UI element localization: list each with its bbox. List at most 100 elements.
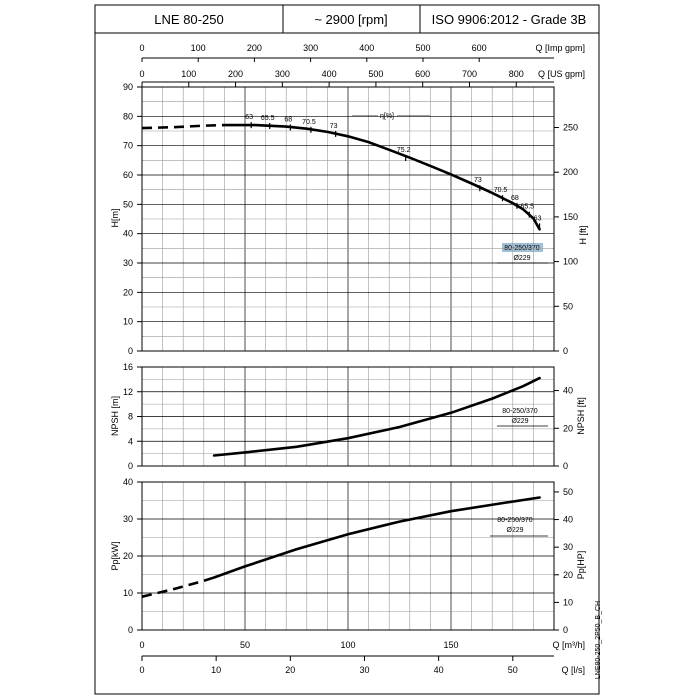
x-tick-label-m3h: 0 [139,640,144,650]
npsh-y-tick-label: 12 [123,387,133,397]
efficiency-label: 73 [474,177,482,184]
x-tick-label-ls: 10 [211,665,221,675]
y-axis-label-npsh-m: NPSH [m] [110,396,120,436]
x-tick-label-us-gpm: 500 [368,69,383,79]
x-tick-label-us-gpm: 100 [181,69,196,79]
header-standard: ISO 9906:2012 - Grade 3B [432,12,587,27]
npsh-y2-tick-label: 20 [563,423,573,433]
x-tick-label-us-gpm: 600 [415,69,430,79]
x-tick-label-ls: 50 [508,665,518,675]
header-speed: ~ 2900 [rpm] [314,12,387,27]
page-frame [94,4,600,695]
head-y2-tick-label: 100 [563,257,578,267]
x-tick-label-ls: 20 [285,665,295,675]
npsh-y-tick-label: 8 [128,412,133,422]
power-y-tick-label: 30 [123,514,133,524]
efficiency-label: 70.5 [494,187,508,194]
head-curve-dashed [141,123,225,130]
efficiency-label: 70.5 [302,119,316,126]
x-tick-label-imp-gpm: 200 [247,43,262,53]
head-y-tick-label: 60 [123,170,133,180]
power-y2-tick-label: 10 [563,597,573,607]
y-axis-label-power-kw: Pp[kW] [110,541,120,570]
x-tick-label-imp-gpm: 600 [472,43,487,53]
footer-code: LNE80-250_2P50_B_CH [595,601,602,679]
x-tick-label-us-gpm: 800 [509,69,524,79]
power-curve [212,496,541,579]
npsh-y2-tick-label: 40 [563,386,573,396]
npsh-y-tick-label: 16 [123,362,133,372]
power-y2-tick-label: 40 [563,515,573,525]
efficiency-label: 65.5 [520,204,534,211]
x-axis-label-m3h: Q [m³/h] [552,640,585,650]
efficiency-label: 65.5 [261,115,275,122]
power-curve-dashed [141,576,215,598]
y-axis-label-head-ft: H [ft] [578,225,588,244]
head-y-tick-label: 50 [123,199,133,209]
head-curve [223,123,541,231]
power-y-tick-label: 40 [123,477,133,487]
x-axis-label-us-gpm: Q [US gpm] [538,69,585,79]
efficiency-label: 68 [511,195,519,202]
head-series-subtitle: Ø229 [513,255,530,262]
x-tick-label-imp-gpm: 400 [359,43,374,53]
head-plot-frame [141,86,555,352]
efficiency-label: 73 [330,123,338,130]
x-tick-label-ls: 30 [359,665,369,675]
series-label-highlight [502,243,543,252]
power-y2-tick-label: 0 [563,625,568,635]
head-y2-tick-label: 250 [563,122,578,132]
x-tick-label-m3h: 50 [240,640,250,650]
head-y-tick-label: 80 [123,111,133,121]
y-axis-label-npsh-ft: NPSH [ft] [576,397,586,435]
npsh-series-name: 80-250/370 [502,408,538,415]
x-tick-label-imp-gpm: 100 [191,43,206,53]
power-y-tick-label: 10 [123,588,133,598]
head-y-tick-label: 90 [123,82,133,92]
efficiency-label: 63 [245,114,253,121]
npsh-y-tick-label: 4 [128,436,133,446]
header-model: LNE 80-250 [154,12,223,27]
head-y-tick-label: 70 [123,141,133,151]
x-tick-label-us-gpm: 400 [322,69,337,79]
head-y-tick-label: 20 [123,287,133,297]
power-y2-tick-label: 30 [563,542,573,552]
x-tick-label-imp-gpm: 300 [303,43,318,53]
npsh-series-subtitle: Ø229 [511,418,528,425]
power-y2-tick-label: 20 [563,570,573,580]
power-y-tick-label: 20 [123,551,133,561]
x-axis-label-ls: Q [l/s] [561,665,585,675]
head-y2-tick-label: 200 [563,167,578,177]
x-tick-label-m3h: 100 [340,640,355,650]
head-y-tick-label: 30 [123,258,133,268]
npsh-curve [212,376,541,457]
x-tick-label-us-gpm: 0 [139,69,144,79]
y-axis-label-power-hp: Pp[HP] [576,551,586,580]
efficiency-label: 63 [534,215,542,222]
x-tick-label-us-gpm: 200 [228,69,243,79]
x-tick-label-us-gpm: 700 [462,69,477,79]
head-y2-tick-label: 0 [563,346,568,356]
power-series-name: 80-250/370 [497,517,533,524]
power-series-subtitle: Ø229 [506,527,523,534]
head-y2-tick-label: 150 [563,212,578,222]
power-y-tick-label: 0 [128,625,133,635]
npsh-y-tick-label: 0 [128,461,133,471]
head-y2-tick-label: 50 [563,301,573,311]
x-axis-label-imp-gpm: Q [Imp gpm] [535,43,585,53]
efficiency-label: 75.2 [397,147,411,154]
x-tick-label-ls: 40 [434,665,444,675]
npsh-y2-tick-label: 0 [563,461,568,471]
x-tick-label-m3h: 150 [443,640,458,650]
y-axis-label-head-m: H[m] [110,209,120,228]
x-tick-label-imp-gpm: 500 [415,43,430,53]
power-y2-tick-label: 50 [563,487,573,497]
efficiency-label: 68 [284,116,292,123]
x-tick-label-us-gpm: 300 [275,69,290,79]
head-y-tick-label: 40 [123,229,133,239]
x-tick-label-imp-gpm: 0 [139,43,144,53]
head-y-tick-label: 0 [128,346,133,356]
head-y-tick-label: 10 [123,317,133,327]
x-tick-label-ls: 0 [139,665,144,675]
